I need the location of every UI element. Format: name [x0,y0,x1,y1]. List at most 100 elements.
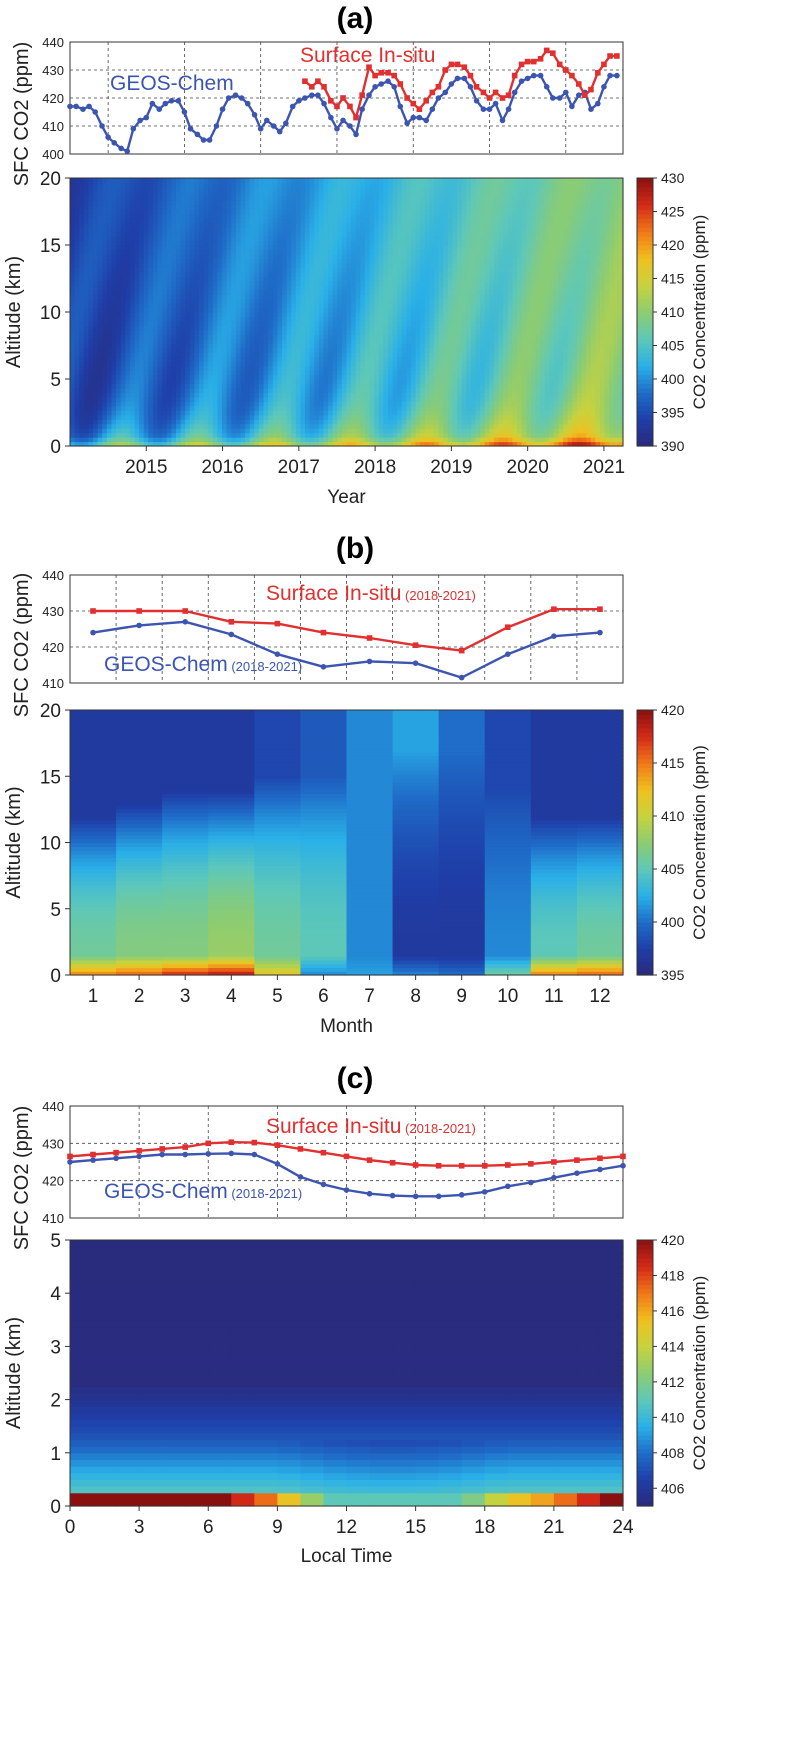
heatmap-cell [226,419,232,425]
heatmap-cell [291,276,297,282]
heatmap-cell [93,298,99,304]
heatmap-cell [125,343,131,349]
heatmap-cell [272,218,278,224]
heatmap-cell [217,236,223,242]
data-point [194,131,201,138]
heatmap-cell [70,303,76,309]
heatmap-cell [212,191,219,197]
heatmap-cell [337,200,343,206]
heatmap-cell [171,289,177,295]
heatmap-cell [203,432,209,438]
heatmap-cell [268,240,274,246]
heatmap-cell [157,195,163,201]
heatmap-cell [116,218,122,224]
heatmap-cell [291,379,297,385]
heatmap-cell [355,352,361,358]
heatmap-cell [434,428,440,434]
heatmap-cell [323,423,329,429]
heatmap-cell [70,383,76,389]
heatmap-cell [102,316,108,322]
heatmap-cell [106,352,113,358]
heatmap-cell [429,383,435,389]
heatmap-cell [355,441,361,447]
heatmap-cell [79,213,85,219]
heatmap-cell [383,410,389,416]
heatmap-cell [429,343,435,349]
heatmap-cell [332,191,338,197]
heatmap-cell [268,182,274,188]
heatmap-cell [222,414,228,420]
heatmap-cell [258,200,265,206]
heatmap-cell [180,294,186,300]
heatmap-cell [217,370,223,376]
heatmap-cell [203,401,209,407]
heatmap-cell [305,428,311,434]
heatmap-cell [323,352,329,358]
heatmap-cell [134,209,140,215]
heatmap-cell [351,249,357,255]
heatmap-cell [254,191,260,197]
heatmap-cell [305,347,311,353]
heatmap-cell [378,361,384,367]
heatmap-cell [249,356,255,362]
heatmap-cell [152,298,159,304]
heatmap-cell [245,182,251,188]
heatmap-cell [111,222,117,228]
heatmap-cell [420,356,426,362]
heatmap-cell [203,392,209,398]
heatmap-cell [254,307,260,313]
heatmap-cell [309,320,315,326]
heatmap-cell [152,245,159,251]
heatmap-cell [411,191,417,197]
heatmap-cell [226,347,232,353]
heatmap-cell [337,222,343,228]
data-point [276,128,283,135]
heatmap-cell [203,361,209,367]
heatmap-cell [203,285,209,291]
heatmap-cell [199,271,205,277]
heatmap-cell [254,347,260,353]
heatmap-cell [203,240,209,246]
heatmap-cell [406,347,412,353]
heatmap-cell [139,294,145,300]
heatmap-cell [222,307,228,313]
heatmap-cell [355,267,361,273]
heatmap-cell [175,280,182,286]
heatmap-cell [189,419,196,425]
heatmap-cell [143,303,149,309]
heatmap-cell [106,316,113,322]
heatmap-cell [341,370,348,376]
heatmap-cell [235,276,242,282]
heatmap-cell [70,414,76,420]
heatmap-cell [83,352,90,358]
heatmap-cell [212,338,219,344]
data-point [582,92,588,98]
heatmap-cell [360,370,366,376]
heatmap-cell [185,253,191,259]
data-point [511,89,518,96]
heatmap-cell [199,191,205,197]
heatmap-cell [337,262,343,268]
heatmap-cell [434,410,440,416]
heatmap-cell [309,271,315,277]
heatmap-cell [125,423,131,429]
heatmap-cell [258,352,265,358]
heatmap-cell [245,280,251,286]
heatmap-cell [429,222,435,228]
heatmap-cell [415,379,421,385]
heatmap-cell [351,392,357,398]
heatmap-cell [185,334,191,340]
heatmap-cell [212,298,219,304]
heatmap-cell [438,396,444,402]
heatmap-cell [189,200,196,206]
heatmap-cell [332,236,338,242]
heatmap-cell [360,414,366,420]
heatmap-cell [383,222,389,228]
heatmap-cell [424,352,431,358]
heatmap-cell [226,325,232,331]
heatmap-cell [162,365,168,371]
heatmap-cell [111,316,117,322]
heatmap-cell [162,222,168,228]
heatmap-cell [74,307,80,313]
heatmap-cell [240,231,246,237]
